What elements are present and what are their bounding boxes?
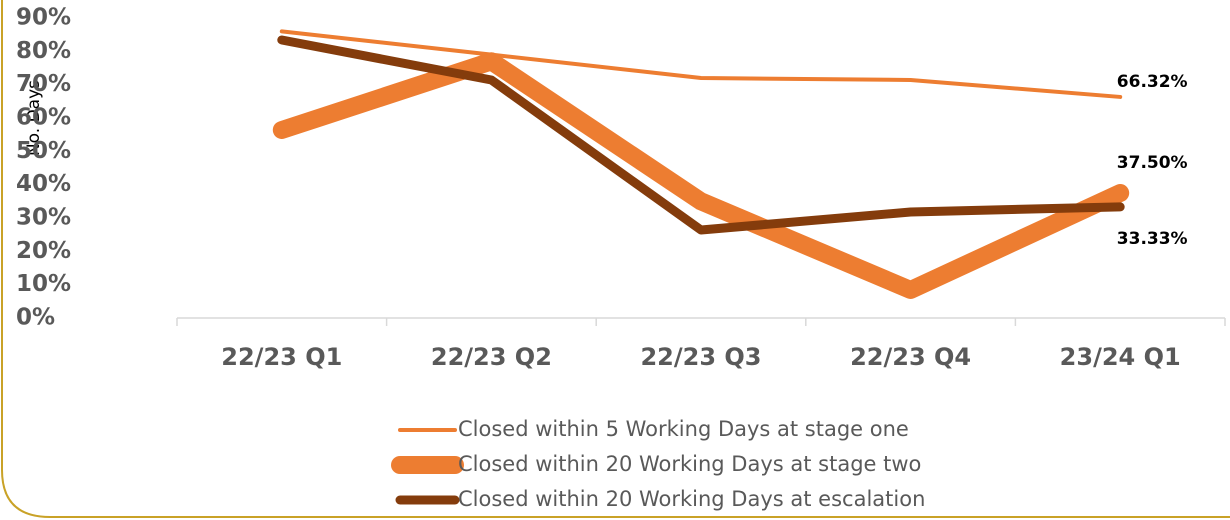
x-tick-label: 22/23 Q1	[221, 343, 342, 371]
y-tick-label: 40%	[16, 171, 71, 197]
data-label: 37.50%	[1117, 153, 1188, 173]
legend-label: Closed within 5 Working Days at stage on…	[458, 417, 909, 441]
y-tick-label: 70%	[16, 71, 71, 97]
y-axis-label: No. Days	[24, 80, 44, 156]
data-label: 33.33%	[1117, 229, 1188, 249]
x-tick-label: 22/23 Q4	[850, 343, 971, 371]
series-line	[272, 52, 1130, 299]
data-label: 66.32%	[1117, 72, 1188, 92]
y-tick-label: 80%	[16, 38, 71, 64]
y-tick-label: 90%	[16, 5, 71, 31]
legend-label: Closed within 20 Working Days at stage t…	[458, 452, 921, 476]
y-tick-label: 50%	[16, 138, 71, 164]
y-tick-label: 60%	[16, 105, 71, 131]
series-line	[277, 35, 1125, 235]
series-line	[279, 29, 1123, 99]
x-tick-label: 23/24 Q1	[1060, 343, 1181, 371]
x-tick-label: 22/23 Q3	[640, 343, 761, 371]
y-tick-label: 30%	[16, 205, 71, 231]
x-tick-label: 22/23 Q2	[431, 343, 552, 371]
y-tick-label: 20%	[16, 238, 71, 264]
y-tick-label: 10%	[16, 271, 71, 297]
y-tick-label: 0%	[16, 305, 55, 331]
legend-label: Closed within 20 Working Days at escalat…	[458, 487, 925, 511]
